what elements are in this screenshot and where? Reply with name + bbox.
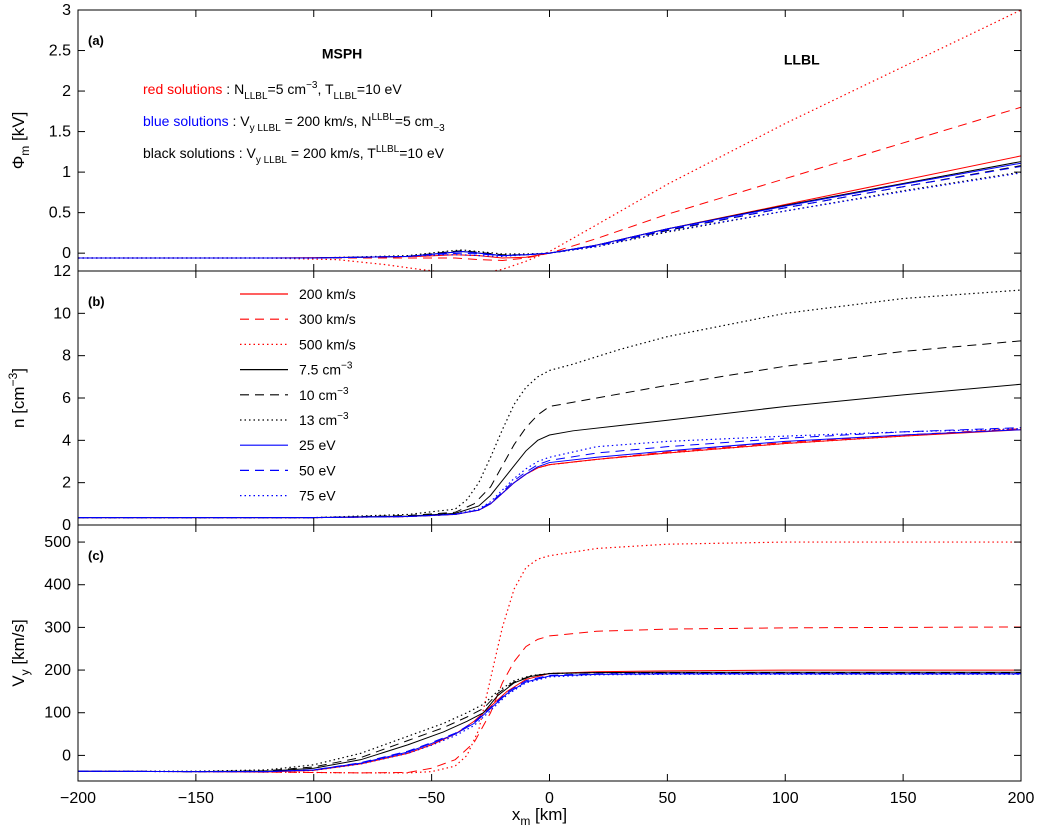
panel-b-ytick-label: 0	[62, 517, 71, 534]
panel-c-ytick-label: 300	[44, 619, 71, 636]
panel-a-series-line-red-dotted	[78, 10, 1021, 271]
solution-note: blue solutions : Vy LLBL = 200 km/s, NLL…	[143, 112, 445, 134]
panel-a-series-line-blue-dashed	[78, 165, 1021, 259]
panel-b-ytick-label: 10	[53, 305, 71, 322]
panel-b-series-line-red-solid	[78, 429, 1021, 519]
panel-b-axes-box	[77, 270, 1022, 526]
legend-label: 7.5 cm−3	[299, 361, 353, 378]
x-axis-label: xm [km]	[512, 805, 567, 828]
panel-c-ytick-label: 400	[44, 577, 71, 594]
panel-a-series-line-black-solid	[78, 161, 1021, 259]
legend-item: 500 km/s	[240, 336, 356, 352]
panel-a-series-line-blue-dotted	[78, 172, 1021, 259]
legend-item: 300 km/s	[240, 311, 356, 327]
legend-label: 200 km/s	[299, 286, 356, 302]
panel-a-ytick-label: 1	[62, 164, 71, 181]
panel-a-series-line-black-dashed	[78, 165, 1021, 259]
panel-a-tag: (a)	[88, 33, 104, 48]
xtick-label: 50	[658, 790, 676, 807]
xtick-label: −200	[60, 790, 96, 807]
panel-c-series-line-red-dotted	[78, 541, 1021, 774]
legend-label: 50 eV	[299, 462, 336, 478]
panel-c-series-line-black-solid	[78, 671, 1021, 773]
solution-note: black solutions : Vy LLBL = 200 km/s, TL…	[143, 144, 445, 166]
panel-c-axes-box	[77, 524, 1022, 782]
panel-c-series-line-red-solid	[78, 669, 1021, 773]
panel-b: 0 2 4 6 8 10 12 (b) n [cm−3] 200 km/s 300 km/s 500 …	[6, 263, 1022, 534]
legend-item: 75 eV	[240, 488, 336, 504]
legend-label: 10 cm−3	[299, 386, 349, 403]
panel-c-ytick-label: 0	[62, 747, 71, 764]
panel-c-ytick-label: 200	[44, 662, 71, 679]
panel-a-series-line-red-solid	[78, 155, 1021, 259]
panel-a-ytick-label: 1.5	[49, 124, 71, 141]
xtick-label: 0	[545, 790, 554, 807]
panel-b-series-line-blue-dotted	[78, 428, 1021, 519]
panel-b-tag: (b)	[88, 294, 105, 309]
legend-item: 7.5 cm−3	[240, 361, 353, 378]
panel-c-series-line-black-dotted	[78, 672, 1021, 772]
panel-c-series-line-red-dashed	[78, 626, 1021, 774]
legend-item: 50 eV	[240, 462, 336, 478]
xtick-label: 100	[772, 790, 799, 807]
panel-a-ytick-label: 2	[62, 83, 71, 100]
legend-item: 200 km/s	[240, 286, 356, 302]
panel-a: 0 0.5 1 1.5 2 2.5 3 (a) Φm [kV] MSPH LLBL red solut…	[9, 2, 1022, 272]
panel-a-ytick-label: 2.5	[49, 43, 71, 60]
panel-b-series	[78, 289, 1021, 519]
legend-item: 10 cm−3	[240, 386, 349, 403]
panel-c-ytick-label: 500	[44, 534, 71, 551]
panel-a-ytick-label: 0.5	[49, 205, 71, 222]
panel-a-series-line-black-dotted	[78, 171, 1021, 259]
panel-b-ytick-label: 12	[53, 263, 71, 280]
panel-b-ytick-label: 4	[62, 432, 71, 449]
panel-a-ylabel: Φm [kV]	[9, 112, 32, 170]
region-label-msph: MSPH	[322, 46, 362, 62]
panel-c-ytick-label: 100	[44, 705, 71, 722]
panel-b-ylabel: n [cm−3]	[6, 368, 28, 428]
panel-c-ylabel: Vy [km/s]	[9, 619, 32, 686]
legend-label: 75 eV	[299, 488, 336, 504]
solution-note: red solutions : NLLBL=5 cm−3, TLLBL=10 e…	[143, 80, 402, 102]
panel-b-series-line-black-dotted	[78, 289, 1021, 519]
panel-c-series-line-blue-solid	[78, 673, 1021, 773]
panel-c-series	[78, 541, 1021, 774]
panel-c-series-line-blue-dashed	[78, 672, 1021, 773]
region-label-llbl: LLBL	[784, 51, 820, 67]
legend-label: 500 km/s	[299, 336, 356, 352]
panel-a-series-line-blue-solid	[78, 162, 1021, 259]
panel-b-series-line-black-dashed	[78, 340, 1021, 519]
panel-b-ytick-label: 8	[62, 348, 71, 365]
panel-a-axes-box	[77, 9, 1022, 272]
xtick-label: 200	[1008, 790, 1035, 807]
legend-label: 13 cm−3	[299, 411, 349, 428]
panel-a-series-line-red-dashed	[78, 106, 1021, 261]
panel-b-ytick-label: 2	[62, 475, 71, 492]
panel-a-ytick-label: 3	[62, 2, 71, 19]
legend-item: 13 cm−3	[240, 411, 349, 428]
panel-c-tag: (c)	[88, 548, 104, 563]
panel-a-ytick-label: 0	[62, 245, 71, 262]
panel-b-ytick-label: 6	[62, 390, 71, 407]
xtick-label: 150	[890, 790, 917, 807]
panel-b-series-line-black-solid	[78, 383, 1021, 519]
xtick-label: −150	[178, 790, 214, 807]
legend-item: 25 eV	[240, 437, 336, 453]
xtick-label: −100	[296, 790, 332, 807]
panel-c: 0 100 200 300 400 500 (c) Vy [km/s]	[9, 524, 1022, 782]
panel-b-series-line-blue-solid	[78, 429, 1021, 519]
legend-label: 300 km/s	[299, 311, 356, 327]
panel-c-series-line-blue-dotted	[78, 673, 1021, 773]
xtick-label: −50	[418, 790, 445, 807]
panel-c-series-line-black-dashed	[78, 672, 1021, 773]
legend-label: 25 eV	[299, 437, 336, 453]
panel-b-series-line-red-dashed	[78, 428, 1021, 519]
panel-b-series-line-red-dotted	[78, 428, 1021, 519]
panel-b-series-line-blue-dashed	[78, 427, 1021, 519]
panel-a-series	[78, 10, 1021, 271]
